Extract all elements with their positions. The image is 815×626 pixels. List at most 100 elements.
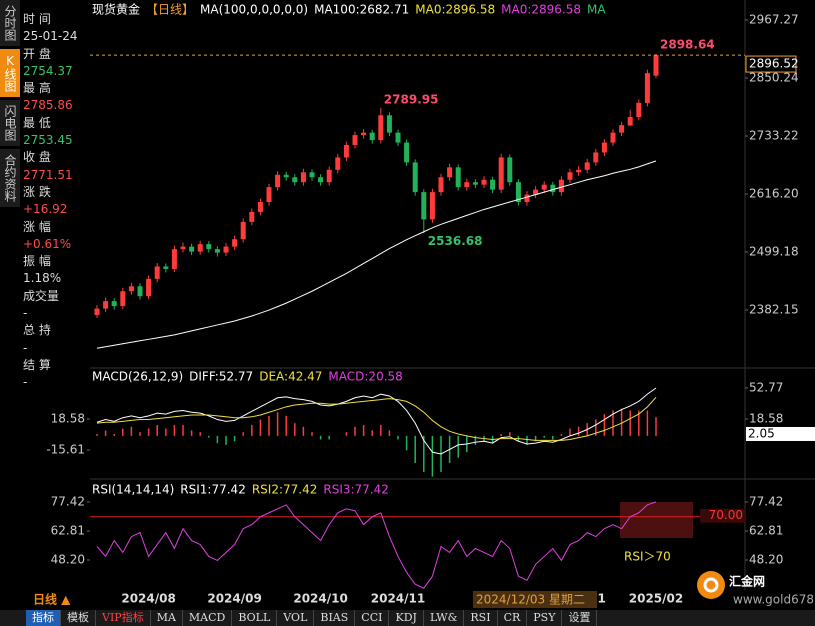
candle-body — [292, 177, 298, 183]
x-tick-label: 2024/08 — [121, 592, 175, 606]
candle-body — [283, 174, 289, 178]
toolbar-item[interactable]: MA — [151, 610, 183, 626]
legend-entry: RSI3:77.42 — [323, 483, 389, 497]
candle-body — [378, 115, 384, 141]
legend-entry: RSI(14,14,14) — [92, 483, 174, 497]
info-label: 涨 跌 — [23, 184, 51, 199]
candle-body — [395, 132, 401, 143]
candle-body — [610, 132, 616, 143]
legend-entry: DEA:42.47 — [259, 370, 322, 384]
candle-body — [240, 221, 246, 240]
candle-body — [111, 301, 117, 307]
y-tick-label: 2733.22 — [749, 129, 799, 143]
toolbar-item[interactable]: MACD — [183, 610, 233, 626]
series-line — [96, 160, 657, 349]
toolbar-item[interactable]: 指标 — [26, 610, 61, 626]
info-value: 2785.86 — [23, 98, 73, 113]
low-annotation: 2536.68 — [428, 234, 483, 248]
toolbar-item[interactable]: PSY — [527, 610, 563, 626]
toolbar-item[interactable]: BIAS — [314, 610, 356, 626]
candle-body — [257, 202, 263, 212]
candle-body — [481, 179, 487, 185]
x-tick-label: 2024/10 — [293, 592, 347, 606]
candle-body — [352, 135, 358, 146]
sidebar-tab[interactable]: 合约资料 — [0, 149, 20, 207]
legend-entry: DIFF:52.77 — [189, 370, 253, 384]
candle-body — [309, 172, 315, 178]
sidebar-tab[interactable]: 闪电图 — [0, 100, 20, 146]
sidebar-tab[interactable]: 分时图 — [0, 0, 20, 46]
info-value: +16.92 — [23, 202, 68, 217]
highlight-zone — [620, 502, 693, 538]
logo-icon — [697, 571, 725, 599]
toolbar-item[interactable]: KDJ — [389, 610, 424, 626]
info-value: - — [23, 340, 28, 355]
info-label: 收 盘 — [23, 150, 51, 165]
y-tick-label: 48.20 — [749, 553, 783, 567]
candle-body — [576, 169, 582, 173]
candle-body — [214, 249, 220, 253]
candle-body — [206, 244, 212, 250]
crosshair-date-box — [473, 591, 597, 608]
toolbar-item[interactable]: 设置 — [562, 610, 598, 626]
series-line — [96, 501, 657, 589]
y-tick-label: 2850.24 — [749, 71, 799, 85]
toolbar-item[interactable]: CCI — [355, 610, 390, 626]
toolbar-item[interactable]: LW& — [424, 610, 465, 626]
y-tick-label: 62.81 — [51, 524, 85, 538]
toolbar-item[interactable]: 模板 — [61, 610, 96, 626]
info-value: 25-01-24 — [23, 29, 78, 44]
y-tick-label: 2382.15 — [749, 303, 799, 317]
candle-body — [94, 308, 100, 316]
y-tick-label: 48.20 — [51, 553, 85, 567]
legend-entry: MA100:2682.71 — [314, 3, 409, 17]
series-line — [96, 397, 657, 441]
candle-body — [163, 266, 169, 269]
crosshair-value: 2.05 — [748, 426, 775, 440]
toolbar-item[interactable]: VIP指标 — [96, 610, 151, 626]
x-tick-label: 2025/02 — [629, 592, 683, 606]
toolbar-item[interactable]: BOLL — [232, 610, 278, 626]
y-tick-label: 2616.20 — [749, 186, 799, 200]
info-label: 结 算 — [23, 357, 51, 372]
candle-body — [472, 182, 478, 185]
info-label: 最 低 — [23, 115, 51, 130]
info-label: 成交量 — [23, 288, 60, 303]
y-tick-label: 18.58 — [749, 411, 783, 425]
candle-body — [300, 172, 306, 183]
candle-body — [412, 162, 418, 193]
logo-url: www.gold678.com — [733, 593, 815, 607]
sidebar-tabs: 分时图 K线图闪电图合约资料 — [0, 0, 20, 210]
legend-entry: MACD(26,12,9) — [92, 370, 183, 384]
threshold-label: 70.00 — [709, 508, 743, 522]
candle-body — [421, 192, 427, 220]
legend-entry: RSI1:77.42 — [180, 483, 246, 497]
logo-icon-inner — [703, 577, 719, 593]
candle-body — [249, 211, 255, 222]
candle-body — [404, 142, 410, 163]
info-value: +0.61% — [23, 236, 72, 251]
candle-body — [154, 266, 160, 279]
candle-body — [636, 102, 642, 118]
sidebar-tab[interactable]: K线图 — [0, 49, 20, 97]
candle-body — [550, 184, 556, 193]
info-value: 2754.37 — [23, 63, 73, 78]
rsi-annotation: RSI＞70 — [624, 550, 671, 564]
toolbar-item[interactable]: VOL — [277, 610, 315, 626]
high-annotation: 2789.95 — [384, 92, 439, 106]
candle-body — [507, 157, 513, 183]
candle-body — [171, 249, 177, 269]
candle-body — [189, 246, 195, 252]
candle-body — [146, 278, 152, 297]
candle-body — [644, 73, 650, 103]
candle-body — [541, 184, 547, 190]
candle-body — [318, 177, 324, 183]
toolbar-item[interactable]: CR — [498, 610, 528, 626]
y-tick-label: 2499.18 — [749, 244, 799, 258]
info-label: 最 高 — [23, 81, 51, 96]
y-tick-label: -15.61 — [46, 442, 85, 456]
candle-body — [447, 167, 453, 178]
candle-body — [137, 286, 143, 297]
chart: 现货黄金 【日线】 MA(100,0,0,0,0,0) MA100:2682.71 MA… — [33, 0, 815, 608]
toolbar-item[interactable]: RSI — [464, 610, 498, 626]
